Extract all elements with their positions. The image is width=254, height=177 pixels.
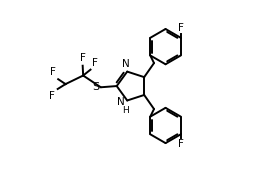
Text: N: N [117, 97, 124, 107]
Text: F: F [80, 53, 86, 63]
Text: F: F [178, 23, 184, 33]
Text: N: N [122, 59, 130, 69]
Text: S: S [92, 82, 100, 92]
Text: F: F [49, 91, 55, 101]
Text: H: H [122, 106, 129, 115]
Text: F: F [178, 139, 184, 149]
Text: F: F [50, 67, 56, 77]
Text: F: F [92, 58, 98, 68]
